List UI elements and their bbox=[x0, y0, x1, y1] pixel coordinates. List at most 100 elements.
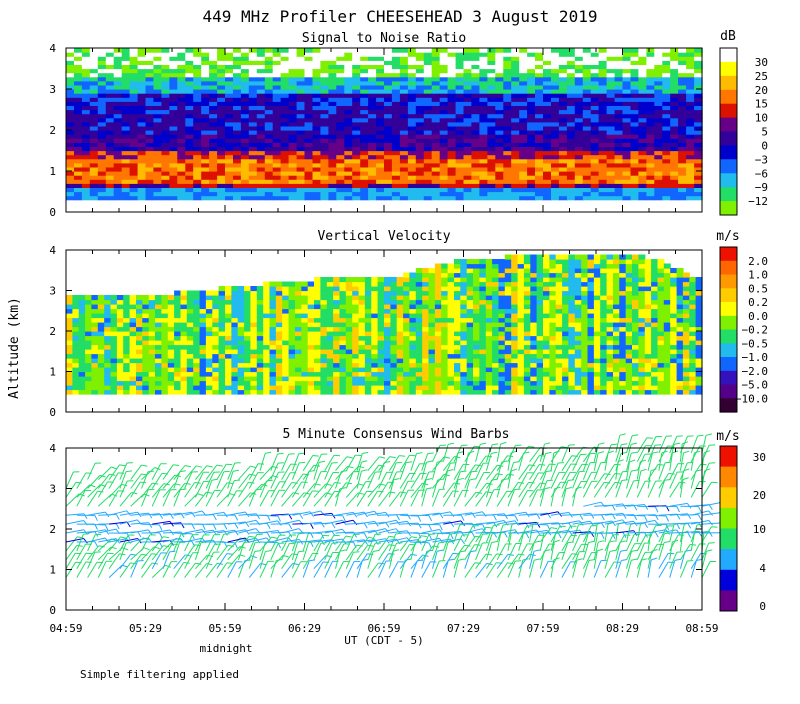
vv-cell bbox=[473, 317, 480, 323]
vv-cell bbox=[339, 286, 347, 292]
vv-cell bbox=[498, 335, 506, 341]
vv-cell bbox=[396, 286, 404, 292]
snr-cell bbox=[193, 76, 202, 82]
vv-cell bbox=[97, 344, 105, 350]
vv-cell bbox=[428, 367, 436, 373]
snr-cell bbox=[598, 121, 608, 127]
snr-cell bbox=[121, 175, 131, 180]
snr-cell bbox=[97, 52, 107, 57]
snr-cell bbox=[97, 171, 107, 176]
snr-cell bbox=[296, 142, 306, 147]
snr-cell bbox=[574, 138, 584, 143]
vv-cell bbox=[511, 331, 519, 337]
snr-cell bbox=[582, 97, 592, 102]
snr-cell bbox=[487, 101, 496, 106]
snr-cell bbox=[399, 150, 409, 156]
vv-cell bbox=[256, 362, 264, 368]
vv-cell bbox=[358, 290, 366, 296]
snr-cell bbox=[503, 179, 512, 184]
vv-cell bbox=[396, 299, 404, 305]
vv-cell bbox=[339, 304, 347, 310]
snr-cell bbox=[511, 150, 520, 156]
vv-cell bbox=[364, 371, 372, 377]
vv-cell bbox=[186, 295, 194, 301]
vv-cell bbox=[390, 385, 398, 391]
vv-cell bbox=[78, 331, 86, 337]
vv-cell bbox=[78, 317, 86, 323]
vv-cell bbox=[250, 362, 258, 368]
vv-cell bbox=[396, 340, 404, 346]
vv-cell bbox=[345, 349, 353, 355]
vv-cell bbox=[148, 389, 156, 395]
snr-cell bbox=[376, 171, 385, 176]
vv-cell bbox=[212, 313, 220, 319]
snr-cell bbox=[598, 48, 608, 53]
snr-cell bbox=[606, 68, 616, 74]
vv-cell bbox=[333, 362, 341, 368]
snr-cell bbox=[344, 72, 353, 78]
snr-cell bbox=[360, 158, 369, 164]
vv-cell bbox=[447, 349, 455, 355]
vv-cell bbox=[460, 317, 468, 323]
snr-cell bbox=[503, 76, 512, 82]
vv-cell bbox=[403, 380, 411, 386]
snr-cell bbox=[495, 60, 504, 65]
snr-cell bbox=[511, 60, 520, 65]
snr-cell bbox=[81, 72, 91, 78]
snr-cell bbox=[304, 121, 314, 127]
vv-cell bbox=[358, 317, 366, 323]
vv-cell bbox=[517, 281, 525, 287]
snr-cell bbox=[622, 146, 632, 152]
vv-cell bbox=[364, 304, 372, 310]
vv-cell bbox=[403, 299, 411, 305]
snr-cell bbox=[248, 130, 258, 135]
vv-cell bbox=[199, 331, 207, 337]
snr-cell bbox=[487, 84, 496, 90]
vv-cell bbox=[161, 353, 169, 359]
snr-cell bbox=[74, 125, 83, 131]
snr-cell bbox=[225, 89, 234, 94]
vv-cell bbox=[555, 286, 563, 292]
vv-cell bbox=[454, 308, 461, 314]
vv-cell bbox=[479, 272, 487, 278]
snr-cell bbox=[391, 89, 401, 94]
vv-cell bbox=[136, 362, 143, 368]
snr-cell bbox=[479, 134, 488, 139]
snr-cell bbox=[66, 48, 75, 53]
vv-cell bbox=[212, 380, 220, 386]
vv-cell bbox=[275, 385, 283, 391]
vv-cell bbox=[237, 371, 245, 377]
vv-cell bbox=[517, 349, 525, 355]
snr-cell bbox=[535, 158, 544, 164]
snr-cell bbox=[606, 179, 616, 184]
snr-cell bbox=[407, 175, 417, 180]
snr-cell bbox=[598, 187, 608, 193]
snr-cell bbox=[551, 80, 560, 86]
vv-cell bbox=[326, 317, 334, 323]
snr-cell bbox=[439, 191, 449, 197]
snr-cell bbox=[582, 179, 592, 184]
snr-cell bbox=[344, 105, 353, 111]
snr-cell bbox=[280, 179, 290, 184]
snr-cell bbox=[431, 171, 441, 176]
snr-cell bbox=[376, 84, 385, 90]
vv-cell bbox=[225, 290, 232, 296]
vv-cell bbox=[263, 349, 271, 355]
snr-cell bbox=[288, 68, 298, 74]
snr-cell bbox=[423, 130, 433, 135]
vv-cell bbox=[123, 335, 131, 341]
vv-cell bbox=[256, 322, 264, 328]
snr-cell bbox=[113, 93, 123, 98]
snr-cell bbox=[193, 105, 202, 111]
vv-cell bbox=[511, 335, 519, 341]
snr-cell bbox=[384, 52, 393, 57]
snr-cell bbox=[248, 68, 258, 74]
snr-cell bbox=[145, 109, 155, 115]
snr-cell bbox=[558, 48, 568, 53]
snr-cell bbox=[256, 80, 266, 86]
vv-cell bbox=[85, 344, 93, 350]
snr-cell bbox=[670, 117, 679, 123]
snr-cell bbox=[463, 138, 473, 143]
snr-cell bbox=[590, 154, 600, 160]
snr-cell bbox=[630, 125, 640, 131]
